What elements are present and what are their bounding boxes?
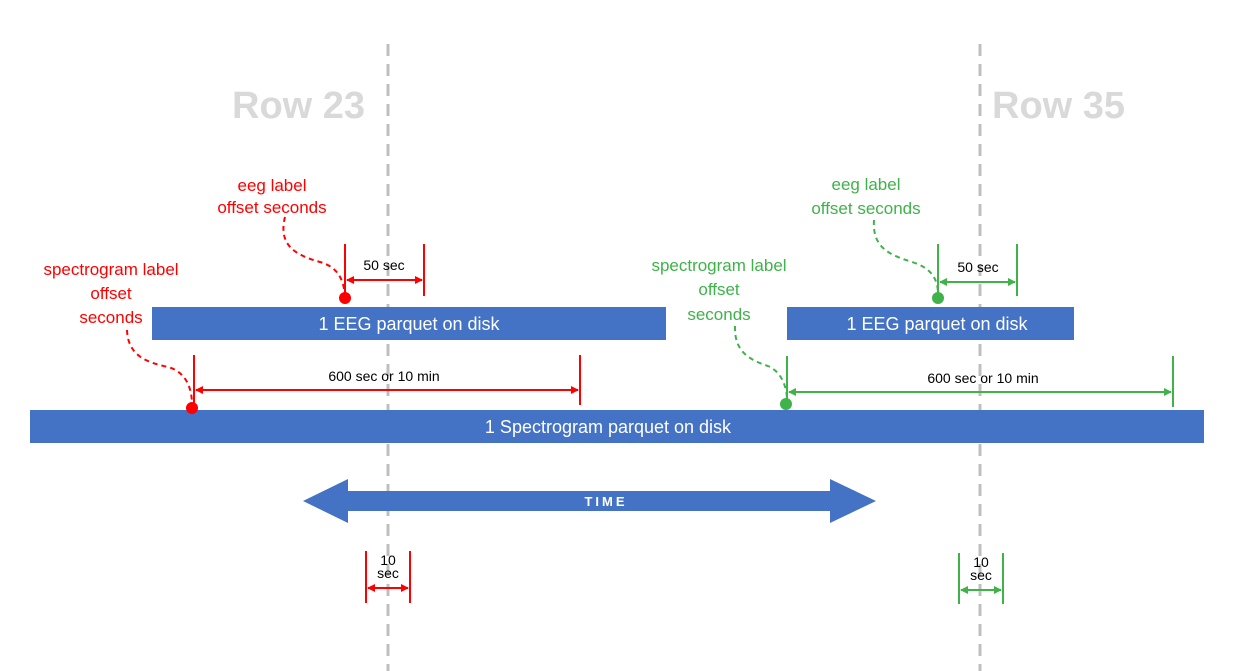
eeg-offset-leader-left [282, 216, 346, 298]
eeg-50sec-label-right: 50 sec [957, 259, 998, 275]
eeg-50sec-label-left: 50 sec [363, 257, 404, 273]
eeg-parquet-label-left: 1 EEG parquet on disk [318, 314, 500, 334]
spec-offset-label-right-line1: spectrogram label [651, 256, 786, 275]
eeg-parquet-label-right: 1 EEG parquet on disk [846, 314, 1028, 334]
spectrogram-parquet-label: 1 Spectrogram parquet on disk [485, 417, 732, 437]
time-arrow-label: TIME [584, 494, 627, 509]
eeg-offset-point-left [339, 292, 351, 304]
ten-sec-value-left: 10 [380, 552, 396, 568]
row-23-label: Row 23 [232, 85, 365, 127]
eeg-offset-point-right [932, 292, 944, 304]
spec-offset-point-right [780, 398, 792, 410]
spec-offset-leader-left [126, 329, 193, 406]
eeg-offset-label-left-line2: offset seconds [217, 198, 326, 217]
eeg-parquet-bar-right [787, 307, 1074, 340]
spec-offset-label-right-line3: seconds [687, 305, 750, 324]
spec-offset-label-left-line1: spectrogram label [43, 260, 178, 279]
spec-offset-leader-right [733, 325, 788, 401]
ten-sec-value-right: 10 [973, 554, 989, 570]
spec-offset-label-left-line2: offset [90, 284, 132, 303]
spec-offset-point-left [186, 402, 198, 414]
ten-sec-unit-left: sec [377, 565, 399, 581]
spec-offset-label-left-line3: seconds [79, 308, 142, 327]
ten-sec-unit-right: sec [970, 567, 992, 583]
spec-600sec-label-left: 600 sec or 10 min [328, 368, 439, 384]
time-double-arrow [303, 479, 876, 523]
eeg-offset-label-right-line1: eeg label [831, 175, 900, 194]
spectrogram-parquet-bar [30, 410, 1204, 443]
eeg-offset-label-left-line1: eeg label [237, 176, 306, 195]
eeg-offset-label-right-line2: offset seconds [811, 199, 920, 218]
eeg-parquet-bar-left [152, 307, 666, 340]
spec-600sec-label-right: 600 sec or 10 min [927, 370, 1038, 386]
spec-offset-label-right-line2: offset [698, 280, 740, 299]
row-35-label: Row 35 [992, 85, 1125, 127]
eeg-offset-leader-right [872, 219, 939, 295]
